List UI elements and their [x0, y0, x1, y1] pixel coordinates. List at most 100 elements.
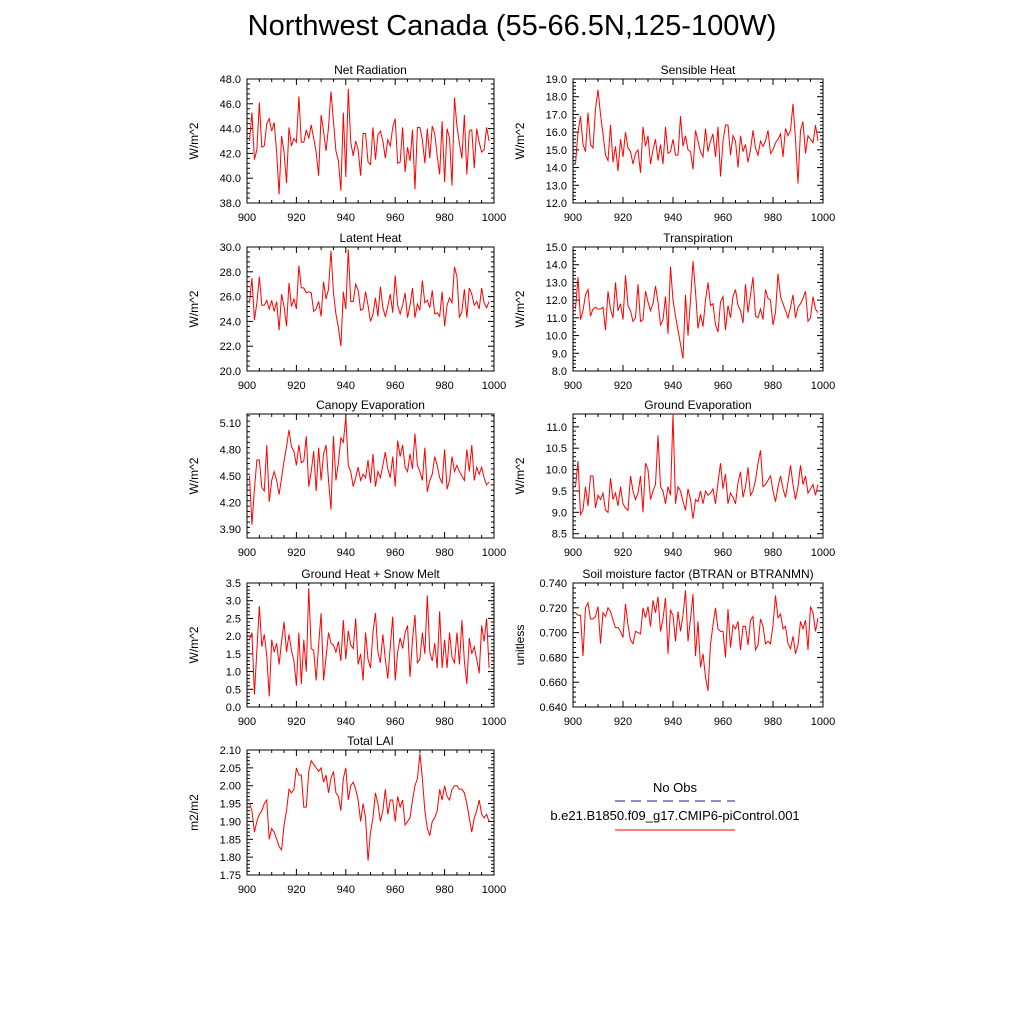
plot-frame: [572, 413, 824, 539]
x-tick-label: 940: [664, 212, 682, 224]
x-tick-label: 960: [386, 547, 404, 559]
series-line-1: [248, 416, 490, 525]
y-tick-label: 17.0: [546, 109, 567, 121]
x-tick-label: 960: [714, 716, 732, 728]
legend-obs-label: No Obs: [653, 780, 698, 795]
y-axis-label: W/m^2: [513, 457, 527, 494]
y-tick-label: 1.5: [226, 649, 241, 661]
y-tick-label: 12.0: [546, 295, 567, 307]
y-tick-label: 9.0: [552, 507, 567, 519]
panel-title: Latent Heat: [339, 231, 402, 245]
x-tick-label: 1000: [811, 380, 835, 392]
x-tick-label: 920: [287, 380, 305, 392]
x-tick-label: 940: [337, 884, 355, 896]
panel-title: Net Radiation: [334, 63, 407, 77]
y-axis-label: W/m^2: [187, 122, 201, 159]
x-tick-label: 900: [564, 716, 582, 728]
x-tick-label: 1000: [482, 716, 506, 728]
y-tick-label: 9.0: [552, 348, 567, 360]
y-tick-label: 40.0: [220, 173, 241, 185]
plot-frame: [572, 582, 824, 708]
y-tick-label: 0.640: [539, 702, 567, 714]
panel-title: Canopy Evaporation: [316, 398, 425, 412]
x-tick-label: 940: [337, 212, 355, 224]
y-axis-label: W/m^2: [513, 290, 527, 327]
series-line-1: [575, 89, 819, 184]
x-tick-label: 980: [764, 716, 782, 728]
plot-frame: [246, 749, 495, 876]
chart-panel-3: Latent Heat W/m^2 900 920 940 960 980 1000 20.0 2…: [187, 231, 506, 392]
y-tick-label: 15.0: [546, 242, 567, 254]
plot-frame: [246, 413, 495, 539]
y-tick-label: 0.660: [539, 677, 567, 689]
y-tick-label: 10.0: [546, 465, 567, 477]
x-tick-label: 900: [238, 380, 256, 392]
plot-frame: [246, 78, 495, 204]
chart-panel-5: Canopy Evaporation W/m^2 900 920 940 960 980 10…: [187, 398, 506, 559]
x-tick-label: 1000: [811, 547, 835, 559]
series-line-1: [575, 261, 819, 359]
x-tick-label: 960: [714, 212, 732, 224]
y-tick-label: 10.5: [546, 443, 567, 455]
x-tick-label: 940: [337, 380, 355, 392]
x-tick-label: 960: [714, 380, 732, 392]
x-tick-label: 1000: [811, 212, 835, 224]
y-tick-label: 1.0: [226, 667, 241, 679]
x-tick-label: 920: [287, 884, 305, 896]
x-tick-label: 920: [614, 212, 632, 224]
y-tick-label: 26.0: [220, 292, 241, 304]
panel-title: Ground Evaporation: [644, 398, 751, 412]
y-tick-label: 19.0: [546, 74, 567, 86]
x-tick-label: 940: [337, 547, 355, 559]
y-tick-label: 2.5: [226, 613, 241, 625]
y-tick-label: 1.85: [220, 834, 241, 846]
y-tick-label: 0.700: [539, 628, 567, 640]
panel-title: Total LAI: [347, 734, 394, 748]
x-tick-label: 980: [764, 380, 782, 392]
y-tick-label: 42.0: [220, 148, 241, 160]
y-tick-label: 15.0: [546, 145, 567, 157]
x-tick-label: 940: [664, 380, 682, 392]
y-tick-label: 4.50: [220, 471, 241, 483]
figure-title: Northwest Canada (55-66.5N,125-100W): [247, 10, 777, 42]
y-tick-label: 4.20: [220, 498, 241, 510]
y-tick-label: 0.5: [226, 684, 241, 696]
chart-panel-1: Net Radiation W/m^2 900 920 940 960 980 1000 38.…: [187, 63, 506, 224]
y-tick-label: 2.00: [220, 781, 241, 793]
y-tick-label: 2.10: [220, 745, 241, 757]
y-tick-label: 5.10: [220, 418, 241, 430]
x-tick-label: 980: [435, 212, 453, 224]
x-tick-label: 920: [614, 380, 632, 392]
y-tick-label: 38.0: [220, 198, 241, 210]
x-tick-label: 960: [386, 716, 404, 728]
y-tick-label: 11.0: [546, 422, 567, 434]
y-axis-label: W/m^2: [513, 122, 527, 159]
x-tick-label: 980: [435, 380, 453, 392]
y-tick-label: 4.80: [220, 444, 241, 456]
y-tick-label: 30.0: [220, 242, 241, 254]
series-line-1: [575, 590, 819, 691]
series-line-1: [575, 413, 819, 519]
series-line-1: [248, 588, 490, 697]
y-tick-label: 48.0: [220, 74, 241, 86]
x-tick-label: 960: [714, 547, 732, 559]
chart-panel-6: Ground Evaporation W/m^2 900 920 940 960 980 10…: [513, 398, 835, 559]
series-line-1: [248, 249, 490, 347]
x-tick-label: 960: [386, 884, 404, 896]
x-tick-label: 1000: [482, 380, 506, 392]
y-tick-label: 0.720: [539, 603, 567, 615]
x-tick-label: 900: [564, 547, 582, 559]
x-tick-label: 920: [287, 716, 305, 728]
y-axis-label: W/m^2: [187, 290, 201, 327]
y-tick-label: 16.0: [546, 127, 567, 139]
x-tick-label: 940: [664, 716, 682, 728]
y-tick-label: 11.0: [546, 313, 567, 325]
y-tick-label: 8.0: [552, 366, 567, 378]
chart-panel-7: Ground Heat + Snow Melt W/m^2 900 920 940 960…: [187, 567, 506, 728]
y-tick-label: 22.0: [220, 341, 241, 353]
y-tick-label: 18.0: [546, 92, 567, 104]
x-tick-label: 1000: [482, 884, 506, 896]
y-tick-label: 1.80: [220, 852, 241, 864]
x-tick-label: 980: [435, 716, 453, 728]
